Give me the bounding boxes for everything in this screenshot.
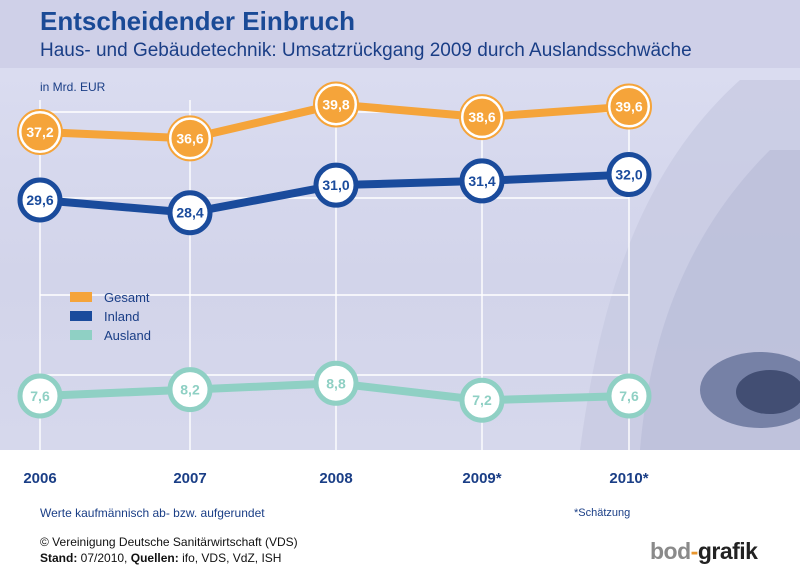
data-point [314, 82, 358, 126]
data-point [607, 85, 651, 129]
data-point [313, 162, 359, 208]
data-point [460, 95, 504, 139]
series-group: 37,2 36,6 39,8 38,6 39,6 29,6 28,4 31,0 31,4 32,0… [17, 81, 652, 423]
data-point [18, 110, 62, 154]
header-band [0, 0, 800, 68]
data-point [167, 190, 213, 236]
roll-core [736, 370, 800, 414]
copyright: © Vereinigung Deutsche Sanitärwirtschaft… [40, 535, 298, 549]
data-point [17, 373, 63, 419]
brand-part1: bod [650, 538, 691, 564]
data-point-ring [459, 94, 505, 141]
series-gesamt: 37,2 36,6 39,8 38,6 39,6 [17, 81, 652, 162]
sources-label: Quellen: [130, 551, 179, 565]
legend-label-inland: Inland [104, 309, 139, 324]
x-tick-label: 2009* [462, 470, 501, 487]
data-label: 39,8 [322, 96, 349, 112]
data-point [606, 152, 652, 198]
x-tick-label: 2008 [319, 470, 352, 487]
legend-swatch-ausland [70, 330, 92, 340]
legend-swatch-inland [70, 311, 92, 321]
data-label: 31,4 [468, 173, 495, 189]
data-label: 8,2 [180, 382, 200, 398]
data-label: 28,4 [176, 205, 203, 221]
data-point [459, 377, 505, 423]
data-label: 8,8 [326, 375, 346, 391]
data-point [606, 373, 652, 419]
data-point-ring [167, 115, 213, 162]
legend: Gesamt Inland Ausland [70, 290, 151, 343]
data-label: 39,6 [615, 99, 642, 115]
series-inland: 29,6 28,4 31,0 31,4 32,0 [17, 152, 652, 236]
data-point-ring [313, 81, 359, 128]
data-label: 38,6 [468, 109, 495, 125]
legend-label-ausland: Ausland [104, 328, 151, 343]
data-label: 7,6 [30, 388, 50, 404]
x-tick-label: 2007 [173, 470, 206, 487]
legend-label-gesamt: Gesamt [104, 290, 150, 305]
data-point [17, 177, 63, 223]
paper-roll-decoration [580, 80, 800, 450]
data-label: 29,6 [26, 192, 53, 208]
brand-logo: bod-grafik [650, 538, 758, 565]
x-tick-label: 2006 [23, 470, 56, 487]
rounding-note: Werte kaufmännisch ab- bzw. aufgerundet [40, 506, 265, 520]
series-ausland: 7,6 8,2 8,8 7,2 7,6 [17, 360, 652, 423]
data-label: 7,6 [619, 388, 639, 404]
x-tick-label: 2010* [609, 470, 648, 487]
stand-value: 07/2010, [77, 551, 131, 565]
sources-value: ifo, VDS, VdZ, ISH [178, 551, 282, 565]
source-line: Stand: 07/2010, Quellen: ifo, VDS, VdZ, … [40, 551, 281, 565]
data-label: 7,2 [472, 392, 492, 408]
estimate-note: *Schätzung [574, 507, 631, 519]
data-point [313, 360, 359, 406]
data-point [167, 367, 213, 413]
chart-title: Entscheidender Einbruch [40, 6, 355, 36]
data-label: 37,2 [26, 124, 53, 140]
data-label: 36,6 [176, 130, 203, 146]
data-point [168, 116, 212, 160]
data-point [459, 158, 505, 204]
chart-subtitle: Haus- und Gebäudetechnik: Umsatzrückgang… [40, 40, 692, 61]
brand-dash: - [690, 538, 699, 564]
stand-label: Stand: [40, 551, 78, 565]
data-point-ring [606, 83, 652, 130]
data-label: 32,0 [615, 167, 642, 183]
x-axis: 2006 2007 2008 2009* 2010* [23, 470, 648, 487]
data-point-ring [17, 109, 63, 155]
legend-swatch-gesamt [70, 292, 92, 302]
brand-part2: grafik [697, 538, 758, 564]
unit-label: in Mrd. EUR [40, 80, 106, 94]
data-label: 31,0 [322, 177, 349, 193]
